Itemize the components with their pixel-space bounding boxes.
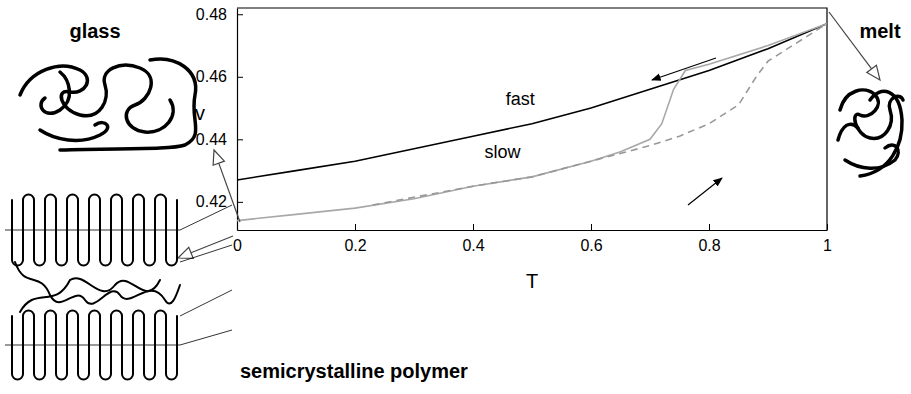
x-axis: 0 0.2 0.4 0.6 0.8 1 [233,224,832,254]
amorphous-chain [20,278,160,312]
x-tick-mark [355,224,356,230]
y-tick: 0.44 [196,131,243,148]
x-tick-label: 1 [823,237,832,254]
y-tick-label: 0.44 [196,131,227,148]
annotation: fast [506,89,535,109]
figure: 00.20.40.60.810.420.440.460.48Tvfastslow… [0,0,911,394]
cooling-arrow [652,58,716,80]
melt-connector-head [867,65,880,80]
y-tick-label: 0.48 [196,6,227,23]
y-axis-line [237,9,238,231]
y-tick-label: 0.46 [196,68,227,85]
semicrystalline-connector-head [178,247,193,258]
leader-line [5,230,180,231]
leader-line [180,205,232,230]
y-axis: 0.42 0.44 0.46 0.48 [196,6,243,231]
glass-connector-shaft [219,163,240,222]
x-tick: 1 [823,224,832,254]
data-line [237,24,827,180]
leader-lines [5,205,232,345]
x-tick-label: 0.6 [580,237,602,254]
y-tick-mark [237,139,243,140]
x-tick-label: 0.4 [462,237,484,254]
melt-chain [860,91,902,176]
x-tick-mark [827,224,828,230]
annotation: slow [484,142,521,162]
leader-line [180,245,232,262]
data-line [373,24,827,205]
x-tick-label: 0.2 [344,237,366,254]
glass-chain [60,59,196,150]
y-tick: 0.46 [196,68,243,85]
y-tick: 0.42 [196,193,243,210]
illustration-label: semicrystalline polymer [240,360,468,382]
y-tick-mark [237,202,243,203]
heating-arrow [688,178,722,205]
plot-area [237,24,827,221]
y-tick: 0.48 [196,6,243,23]
semicrystalline-illustration [12,195,180,380]
semicrystalline-connector-shaft [191,236,233,253]
x-tick-mark [591,224,592,230]
x-tick-mark [473,224,474,230]
glass-connector-head [213,150,224,165]
illustration-label: glass [69,20,120,42]
y-tick-mark [237,14,243,15]
y-tick-mark [237,77,243,78]
x-tick-mark [709,224,710,230]
melt-illustration [838,90,903,176]
illustration-label: melt [859,20,900,42]
x-tick: 0.4 [462,224,484,254]
glass-chain [40,123,108,141]
x-tick-label: 0 [233,237,242,254]
leader-line [180,330,232,345]
x-tick-label: 0.8 [698,237,720,254]
y-tick-label: 0.42 [196,193,227,210]
x-tick: 0.8 [698,224,720,254]
leader-line [180,290,232,316]
glass-connector [213,150,240,222]
melt-chain [838,124,858,140]
data-line [237,24,827,221]
plot-frame [237,8,827,230]
glass-chain [41,72,69,113]
x-axis-title: T [526,270,538,292]
x-tick: 0.6 [580,224,602,254]
leader-line [5,345,180,346]
x-axis-line [238,230,828,231]
x-tick: 0.2 [344,224,366,254]
glass-illustration [20,59,196,150]
